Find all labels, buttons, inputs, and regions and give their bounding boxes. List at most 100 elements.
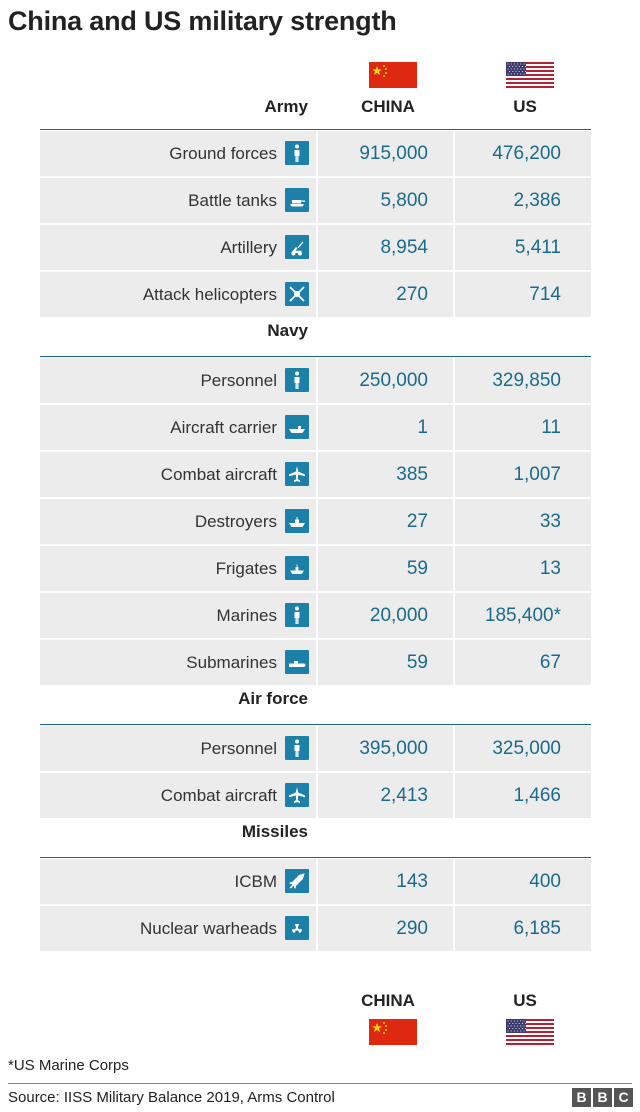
table-cell <box>40 131 316 176</box>
table-cell <box>318 593 453 638</box>
row-label: Battle tanks <box>188 191 277 210</box>
table-cell <box>455 131 591 176</box>
table-cell <box>318 726 453 771</box>
us-flag-icon <box>506 62 554 88</box>
section-label: Army <box>264 97 308 116</box>
section-divider <box>40 129 591 130</box>
logo-letter: C <box>614 1088 633 1107</box>
table-cell <box>40 640 316 685</box>
table-cell <box>40 405 316 450</box>
column-footer-china: CHINA <box>361 991 415 1010</box>
row-label: Personnel <box>200 371 277 390</box>
row-label: Aircraft carrier <box>170 418 277 437</box>
china-value: 2,413 <box>380 785 428 806</box>
us-value: 2,386 <box>513 190 561 211</box>
artillery-icon <box>285 235 309 259</box>
table-cell <box>455 225 591 270</box>
table-cell <box>318 773 453 818</box>
table-cell <box>40 859 316 904</box>
person-icon <box>285 603 309 627</box>
china-value: 5,800 <box>380 190 428 211</box>
china-flag-icon <box>369 1019 417 1045</box>
table-cell <box>455 546 591 591</box>
table-cell <box>455 178 591 223</box>
table-cell <box>40 358 316 403</box>
china-value: 250,000 <box>359 370 428 391</box>
us-value: 13 <box>539 558 561 579</box>
chart-title: China and US military strength <box>8 6 397 36</box>
us-value: 67 <box>539 652 561 673</box>
china-value: 385 <box>396 464 428 485</box>
table-cell <box>318 225 453 270</box>
column-footer-us: US <box>513 991 537 1010</box>
table-cell <box>318 546 453 591</box>
row-label: Frigates <box>215 559 277 578</box>
row-label: Artillery <box>220 238 277 257</box>
missile-icon <box>285 869 309 893</box>
us-flag-icon <box>506 1019 554 1045</box>
column-header-china: CHINA <box>361 97 415 116</box>
person-icon <box>285 736 309 760</box>
table-cell <box>455 859 591 904</box>
table-cell <box>40 499 316 544</box>
footnote: *US Marine Corps <box>8 1057 129 1074</box>
logo-letter: B <box>593 1088 612 1107</box>
section-label: Air force <box>238 689 308 708</box>
row-label: Attack helicopters <box>142 285 277 304</box>
table-cell <box>455 726 591 771</box>
section-divider <box>40 356 591 357</box>
table-cell <box>318 640 453 685</box>
china-flag-icon <box>369 62 417 88</box>
destroyer-icon <box>285 509 309 533</box>
table-cell <box>455 593 591 638</box>
table-cell <box>455 640 591 685</box>
section-label: Navy <box>267 321 308 340</box>
table-cell <box>455 452 591 497</box>
table-cell <box>318 906 453 951</box>
row-label: Nuclear warheads <box>139 919 277 938</box>
us-value: 476,200 <box>492 143 561 164</box>
us-value: 33 <box>539 511 561 532</box>
table-cell <box>40 272 316 317</box>
bbc-logo: B B C <box>572 1088 633 1107</box>
table-cell <box>455 773 591 818</box>
table-cell <box>40 546 316 591</box>
table-cell <box>318 859 453 904</box>
table-cell <box>455 358 591 403</box>
china-value: 20,000 <box>369 605 428 626</box>
table-cell <box>40 726 316 771</box>
section-divider <box>40 857 591 858</box>
us-value: 400 <box>529 871 561 892</box>
row-label: Ground forces <box>169 144 277 163</box>
china-value: 290 <box>396 918 428 939</box>
person-icon <box>285 368 309 392</box>
china-value: 143 <box>396 871 428 892</box>
column-header-us: US <box>513 97 537 116</box>
submarine-icon <box>285 650 309 674</box>
table-cell <box>318 272 453 317</box>
section-label: Missiles <box>241 822 308 841</box>
us-value: 325,000 <box>492 738 561 759</box>
china-value: 1 <box>417 417 428 438</box>
table-cell <box>40 906 316 951</box>
divider <box>8 1083 632 1084</box>
china-value: 59 <box>406 652 428 673</box>
china-value: 27 <box>406 511 428 532</box>
frigate-icon <box>285 556 309 580</box>
plane-icon <box>285 462 309 486</box>
table-cell <box>455 272 591 317</box>
row-label: Submarines <box>186 653 277 672</box>
row-label: Personnel <box>200 739 277 758</box>
logo-letter: B <box>572 1088 591 1107</box>
table-cell <box>318 405 453 450</box>
us-value: 714 <box>529 284 561 305</box>
plane-icon <box>285 783 309 807</box>
us-value: 1,007 <box>513 464 561 485</box>
china-value: 59 <box>406 558 428 579</box>
china-value: 395,000 <box>359 738 428 759</box>
section-divider <box>40 724 591 725</box>
us-value: 11 <box>541 417 561 438</box>
us-value: 329,850 <box>492 370 561 391</box>
row-label: ICBM <box>234 872 278 891</box>
table-cell <box>40 452 316 497</box>
